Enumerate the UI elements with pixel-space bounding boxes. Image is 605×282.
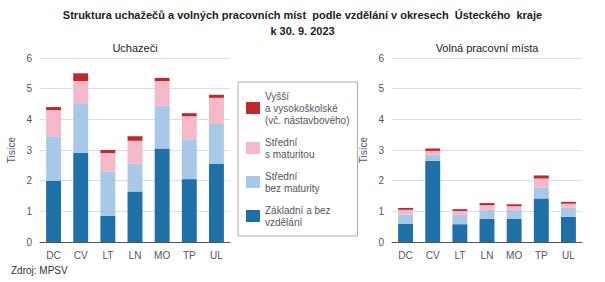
svg-text:Zdroj: MPSV: Zdroj: MPSV xyxy=(11,265,68,276)
svg-text:CV: CV xyxy=(426,250,440,261)
svg-text:TP: TP xyxy=(535,250,548,261)
svg-text:2: 2 xyxy=(378,175,384,186)
svg-text:TP: TP xyxy=(183,250,196,261)
svg-text:CV: CV xyxy=(74,250,88,261)
svg-text:Struktura uchažečů a volných p: Struktura uchažečů a volných pracovních … xyxy=(63,9,542,21)
svg-text:UL: UL xyxy=(562,250,575,261)
svg-text:3: 3 xyxy=(378,145,384,156)
svg-text:Tisíce: Tisíce xyxy=(358,136,369,163)
svg-text:LT: LT xyxy=(454,250,465,261)
svg-text:1: 1 xyxy=(378,206,384,217)
svg-text:4: 4 xyxy=(26,114,32,125)
svg-text:Vyšší: Vyšší xyxy=(265,91,289,102)
svg-text:Uchazeči: Uchazeči xyxy=(112,42,157,54)
svg-text:6: 6 xyxy=(26,53,32,64)
svg-text:k 30. 9. 2023: k 30. 9. 2023 xyxy=(270,25,334,37)
svg-text:5: 5 xyxy=(378,83,384,94)
svg-text:0: 0 xyxy=(378,237,384,248)
svg-text:vzdělání: vzdělání xyxy=(265,217,302,228)
svg-text:(vč. nástavbového): (vč. nástavbového) xyxy=(265,115,350,126)
svg-text:Základní a bez: Základní a bez xyxy=(265,205,331,216)
svg-text:DC: DC xyxy=(46,250,60,261)
svg-text:MO: MO xyxy=(154,250,170,261)
svg-text:1: 1 xyxy=(26,206,32,217)
svg-text:2: 2 xyxy=(26,175,32,186)
svg-text:LN: LN xyxy=(129,250,142,261)
svg-text:0: 0 xyxy=(26,237,32,248)
svg-text:Střední: Střední xyxy=(265,137,297,148)
svg-text:Střední: Střední xyxy=(265,171,297,182)
svg-text:Tisíce: Tisíce xyxy=(6,136,17,163)
svg-text:DC: DC xyxy=(398,250,412,261)
svg-text:s maturitou: s maturitou xyxy=(265,149,314,160)
svg-text:3: 3 xyxy=(26,145,32,156)
svg-text:5: 5 xyxy=(26,83,32,94)
svg-text:4: 4 xyxy=(378,114,384,125)
svg-text:UL: UL xyxy=(210,250,223,261)
svg-text:LN: LN xyxy=(481,250,494,261)
svg-text:a vysokoškolské: a vysokoškolské xyxy=(265,103,338,114)
svg-text:MO: MO xyxy=(506,250,522,261)
svg-text:LT: LT xyxy=(102,250,113,261)
svg-text:6: 6 xyxy=(378,53,384,64)
svg-text:Volná pracovní místa: Volná pracovní místa xyxy=(436,42,540,54)
svg-text:bez maturity: bez maturity xyxy=(265,183,319,194)
